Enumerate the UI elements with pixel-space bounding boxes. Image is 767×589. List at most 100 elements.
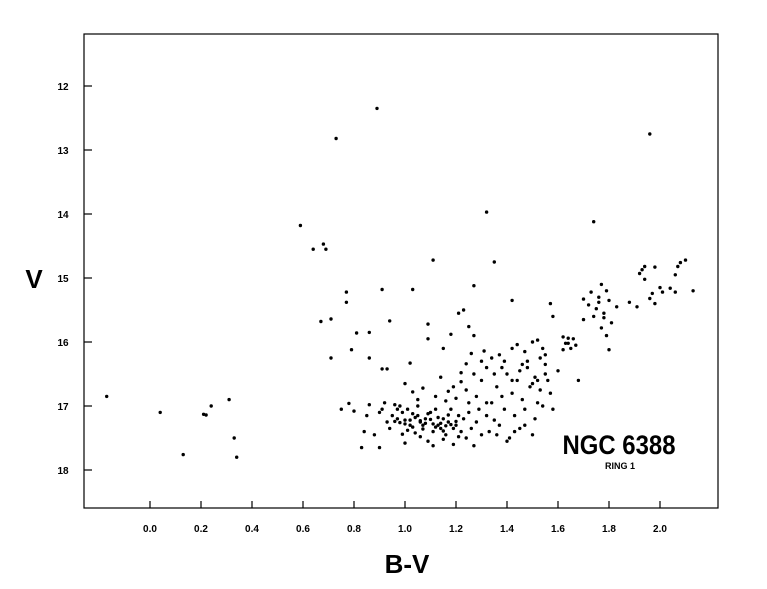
- star-point: [367, 356, 371, 360]
- star-point: [456, 435, 461, 439]
- star-point: [673, 273, 677, 277]
- star-point: [105, 394, 109, 399]
- star-point: [298, 223, 303, 228]
- x-tick-label: 1.0: [398, 524, 412, 535]
- star-point: [413, 415, 417, 420]
- star-point: [416, 413, 420, 418]
- star-point: [648, 132, 652, 136]
- star-point: [574, 343, 578, 347]
- star-point: [523, 407, 527, 411]
- star-point: [403, 381, 407, 386]
- star-point: [691, 289, 695, 293]
- star-point: [377, 410, 382, 415]
- star-point: [403, 422, 407, 426]
- star-point: [653, 301, 657, 306]
- star-point: [411, 412, 415, 416]
- star-point: [492, 260, 496, 264]
- star-point: [416, 404, 420, 408]
- x-tick-label: 0.8: [347, 524, 361, 535]
- star-point: [339, 407, 343, 411]
- star-point: [329, 317, 333, 321]
- star-point: [546, 378, 550, 383]
- star-point: [507, 436, 512, 440]
- star-point: [648, 296, 652, 301]
- star-point: [492, 372, 496, 376]
- star-point: [510, 298, 514, 303]
- x-tick-label: 1.2: [449, 524, 463, 535]
- star-point: [398, 404, 402, 408]
- star-point: [589, 290, 593, 294]
- star-point: [576, 378, 581, 383]
- star-point: [640, 268, 644, 272]
- star-point: [456, 311, 461, 315]
- star-point: [181, 452, 185, 457]
- x-axis-ticks: 0.0 0.2 0.4 0.6 0.8 1.0 1.2 1.4 1.6 1.8 2.0: [143, 501, 667, 535]
- star-point: [627, 300, 632, 304]
- star-point: [581, 297, 586, 301]
- star-point: [411, 287, 415, 292]
- star-point: [525, 365, 530, 370]
- star-point: [469, 351, 473, 356]
- star-point: [464, 436, 468, 440]
- star-point: [490, 356, 494, 360]
- star-point: [400, 410, 405, 415]
- star-point: [349, 348, 354, 352]
- star-point: [597, 300, 601, 304]
- star-point: [365, 413, 369, 418]
- star-point: [569, 346, 573, 351]
- star-point: [433, 394, 438, 399]
- star-point: [382, 401, 387, 405]
- star-point: [571, 337, 575, 341]
- star-point: [594, 307, 598, 311]
- star-point: [497, 423, 502, 427]
- y-axis-ticks: 12 13 14 15 16 17 18: [57, 82, 92, 477]
- star-point: [408, 423, 412, 427]
- star-point: [451, 426, 456, 431]
- star-point: [541, 346, 545, 351]
- star-point: [495, 433, 499, 437]
- star-point: [533, 375, 537, 379]
- star-point: [451, 442, 456, 447]
- cluster-name-annotation: NGC 6388: [563, 430, 676, 460]
- star-point: [380, 287, 384, 292]
- star-point: [643, 277, 647, 281]
- star-point: [541, 404, 545, 408]
- star-point: [426, 322, 430, 326]
- star-point: [510, 346, 514, 351]
- star-point: [444, 424, 448, 428]
- star-point: [653, 265, 657, 269]
- star-point: [459, 429, 463, 434]
- star-point: [518, 426, 522, 431]
- star-point: [551, 407, 555, 411]
- star-point: [426, 439, 430, 443]
- star-point: [441, 417, 445, 421]
- y-tick-label: 13: [57, 146, 69, 157]
- star-point: [637, 271, 642, 276]
- star-point: [658, 285, 662, 290]
- data-points: [105, 106, 695, 459]
- star-point: [523, 423, 527, 427]
- star-point: [492, 418, 496, 422]
- star-point: [416, 397, 420, 402]
- x-tick-label: 1.6: [551, 524, 565, 535]
- star-point: [500, 365, 504, 370]
- star-point: [403, 418, 407, 422]
- star-point: [566, 341, 570, 345]
- star-point: [449, 332, 453, 336]
- star-point: [472, 444, 476, 448]
- star-point: [352, 409, 356, 413]
- star-point: [543, 362, 547, 367]
- x-tick-label: 1.4: [500, 524, 514, 535]
- star-point: [512, 429, 517, 434]
- y-tick-label: 16: [57, 338, 69, 349]
- star-point: [459, 380, 463, 384]
- star-point: [319, 319, 323, 324]
- star-point: [474, 420, 479, 424]
- x-tick-label: 0.0: [143, 524, 157, 535]
- star-point: [635, 305, 639, 309]
- star-point: [484, 210, 489, 214]
- star-point: [324, 247, 328, 251]
- star-point: [439, 375, 443, 379]
- star-point: [502, 407, 507, 411]
- x-tick-label: 2.0: [653, 524, 667, 535]
